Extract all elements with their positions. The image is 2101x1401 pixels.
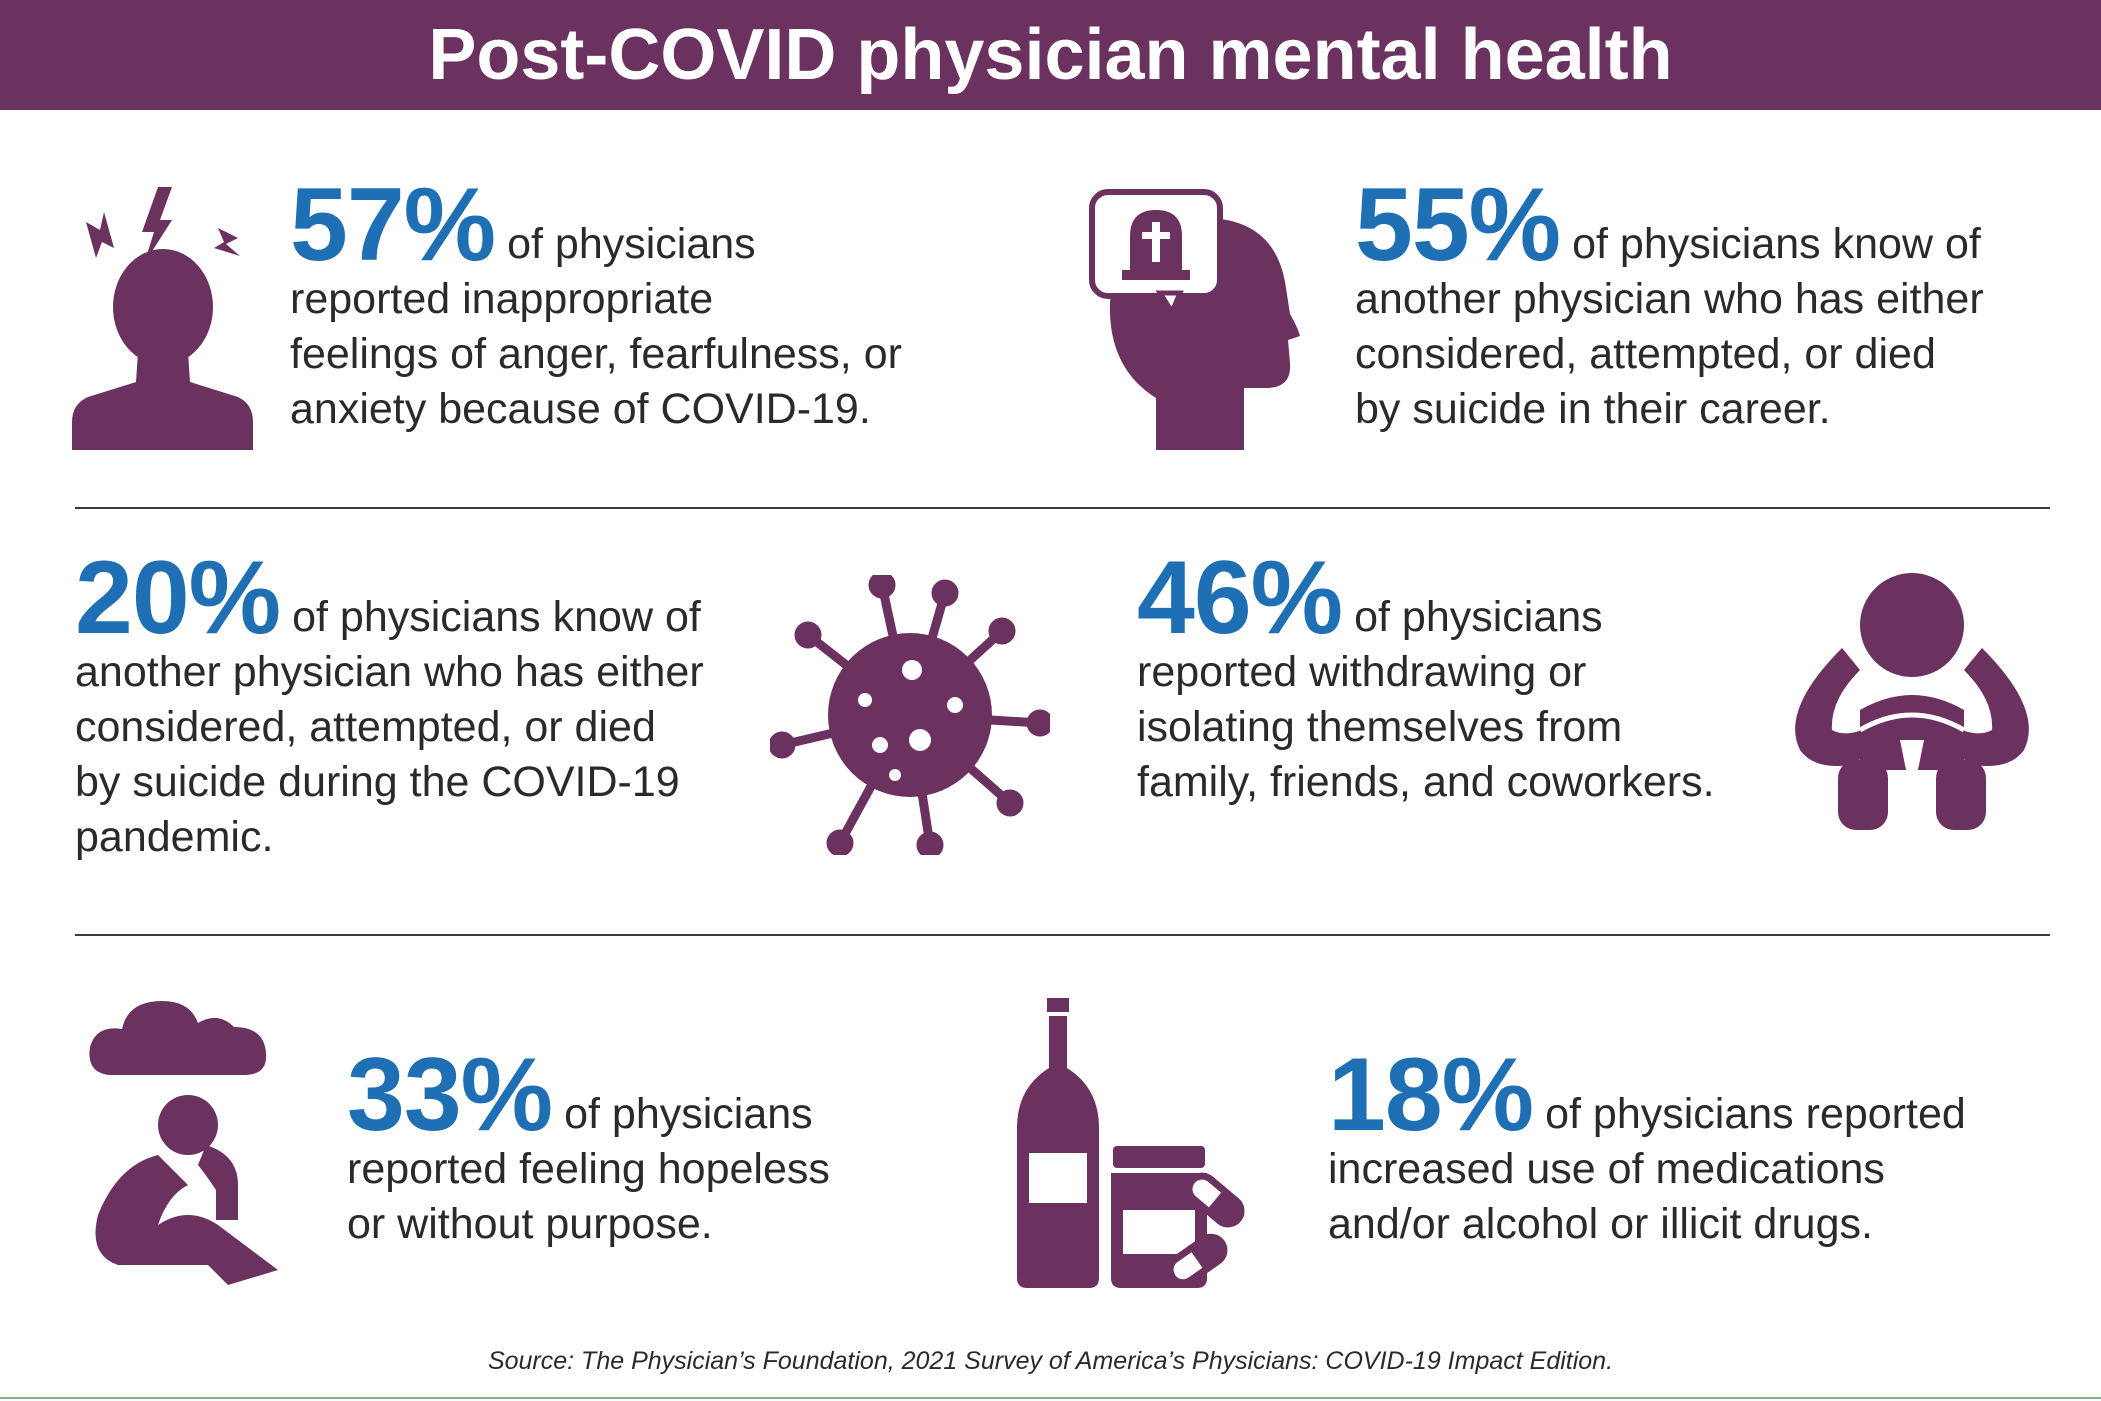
stat-18: 18% of physicians reported increased use… [1328,1043,1966,1252]
stat-line: another physician who has either [75,648,704,696]
stat-lead-text: of physicians know of [280,593,701,641]
stat-55: 55% of physicians know of another physic… [1355,173,1984,437]
source-citation: Source: The Physician’s Foundation, 2021… [487,1347,1614,1375]
stat-line: family, friends, and coworkers. [1137,758,1715,806]
stat-percent: 33% [347,1037,553,1153]
header-banner: Post-COVID physician mental health [0,0,2101,110]
stat-line: by suicide in their career. [1355,385,1831,433]
stat-percent: 20% [75,540,281,656]
stressed-person-icon [68,182,258,450]
stat-line: feelings of anger, fearfulness, or [290,330,902,378]
stat-line: reported inappropriate [290,275,714,323]
stat-percent: 18% [1328,1037,1534,1153]
stat-lead-text: of physicians know of [1560,220,1981,268]
stat-lead-text: of physicians reported [1533,1090,1966,1138]
stat-33: 33% of physicians reported feeling hopel… [347,1043,830,1252]
stat-line: reported feeling hopeless [347,1145,830,1193]
stat-percent: 57% [290,167,496,283]
virus-icon [770,575,1050,855]
stat-line: anxiety because of COVID-19. [290,385,871,433]
withdrawn-person-icon [1790,570,2034,830]
section-divider [75,507,2050,509]
stat-lead-text: of physicians [495,220,756,268]
stat-20: 20% of physicians know of another physic… [75,546,704,865]
section-divider [75,934,2050,936]
stat-line: by suicide during the COVID-19 [75,758,680,806]
stat-line: isolating themselves from [1137,703,1623,751]
page-title: Post-COVID physician mental health [428,15,1673,95]
stat-line: increased use of medications [1328,1145,1885,1193]
bottom-rule [0,1397,2101,1399]
stat-line: considered, attempted, or died [1355,330,1936,378]
stat-lead-text: of physicians [552,1090,813,1138]
stat-percent: 55% [1355,167,1561,283]
stat-line: pandemic. [75,813,274,861]
stat-line: another physician who has either [1355,275,1984,323]
stat-line: considered, attempted, or died [75,703,656,751]
head-tombstone-icon [1088,188,1300,450]
stat-line: and/or alcohol or illicit drugs. [1328,1200,1873,1248]
bottle-pills-icon [1015,998,1265,1288]
stat-percent: 46% [1137,540,1343,656]
sad-person-cloud-icon [88,995,288,1287]
stat-line: or without purpose. [347,1200,713,1248]
stat-57: 57% of physicians reported inappropriate… [290,173,902,437]
stat-line: reported withdrawing or [1137,648,1587,696]
stat-lead-text: of physicians [1342,593,1603,641]
stat-46: 46% of physicians reported withdrawing o… [1137,546,1715,810]
